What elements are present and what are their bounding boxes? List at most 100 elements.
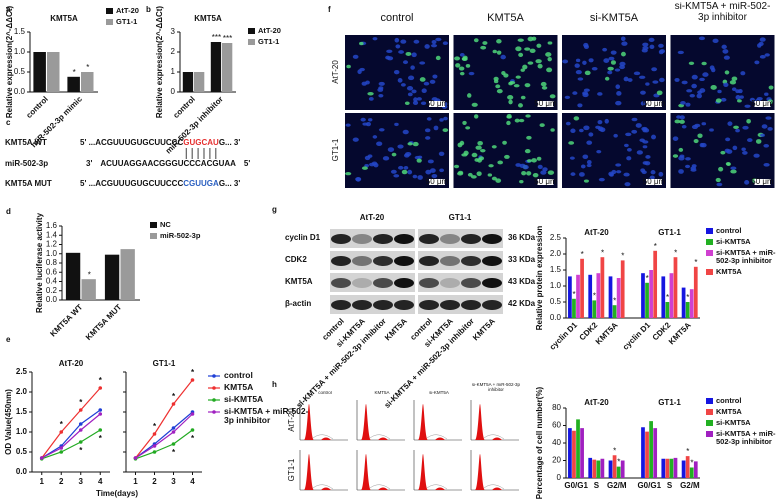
point xyxy=(59,430,64,434)
sequence-label: KMT5A MUT xyxy=(5,179,52,188)
nucleus xyxy=(537,63,543,69)
nucleus xyxy=(702,72,709,77)
nucleus xyxy=(631,117,638,122)
legend-swatch xyxy=(706,269,713,275)
band xyxy=(394,256,414,266)
legend-swatch xyxy=(706,250,713,256)
nucleus xyxy=(496,50,502,55)
nucleus xyxy=(442,41,449,46)
band xyxy=(440,234,460,244)
nucleus xyxy=(506,115,512,119)
nucleus xyxy=(564,95,571,100)
flow-peak xyxy=(435,437,445,440)
band xyxy=(352,300,372,310)
legend-swatch xyxy=(248,28,255,34)
column-label-box: si-KMT5A + miR-502-3p inhibitor xyxy=(675,2,771,22)
nucleus xyxy=(765,116,772,120)
bar xyxy=(194,72,205,92)
sequence: 5' ...ACGUUUGUGCUUCCCGUGCAUG... 3' xyxy=(80,138,240,147)
nucleus xyxy=(413,97,418,102)
significance: * xyxy=(153,422,157,431)
significance: * xyxy=(60,420,64,429)
significance: * xyxy=(172,392,176,401)
nucleus xyxy=(597,120,603,125)
nucleus xyxy=(731,76,738,81)
nucleus xyxy=(403,165,409,170)
legend-label-box: si-KMT5A + miR-502-3p inhibitor xyxy=(716,249,776,264)
nucleus xyxy=(476,171,482,177)
nucleus xyxy=(401,169,408,175)
nucleus xyxy=(651,134,657,140)
legend-marker xyxy=(212,398,216,402)
significance: * xyxy=(613,446,616,455)
y-tick-label: 0.0 xyxy=(46,295,58,304)
nucleus xyxy=(397,144,404,149)
flow-peak xyxy=(378,437,388,440)
y-tick-label: 0.2 xyxy=(46,286,58,295)
significance: * xyxy=(686,293,689,302)
nucleus xyxy=(496,39,502,44)
nucleus xyxy=(519,179,524,184)
column-label: si-KMT5A xyxy=(589,13,639,24)
nucleus xyxy=(465,64,471,68)
nucleus xyxy=(413,39,420,44)
band xyxy=(331,234,351,244)
nucleus xyxy=(393,174,400,178)
bar xyxy=(665,458,670,478)
band xyxy=(352,278,372,288)
nucleus xyxy=(355,177,361,182)
nucleus xyxy=(359,41,364,46)
bar xyxy=(222,43,233,92)
band xyxy=(461,300,481,310)
x-tick-label: control xyxy=(24,95,50,121)
nucleus xyxy=(352,54,359,59)
nucleus xyxy=(515,75,521,79)
size-label: 43 KDa xyxy=(508,277,536,286)
nucleus xyxy=(764,92,769,96)
nucleus xyxy=(471,152,478,158)
significance: * xyxy=(581,250,584,259)
legend-label-box: miR-502-3p xyxy=(160,232,200,239)
nucleus xyxy=(431,174,438,179)
nucleus xyxy=(701,122,707,126)
nucleus xyxy=(517,38,524,42)
nucleus xyxy=(738,89,743,94)
nucleus xyxy=(539,123,545,128)
nucleus xyxy=(497,160,504,165)
nucleus xyxy=(501,71,506,76)
nucleus xyxy=(732,145,738,151)
bar xyxy=(596,273,601,318)
legend-label-box: AtT-20 xyxy=(116,7,139,14)
nucleus xyxy=(643,128,650,133)
nucleus xyxy=(573,116,580,121)
nucleus xyxy=(410,65,415,70)
flow-column-label-box: KMT5A xyxy=(374,391,389,395)
significance: * xyxy=(617,458,620,467)
nucleus xyxy=(679,119,685,124)
nucleus xyxy=(412,174,418,179)
nucleus xyxy=(674,119,681,124)
nucleus xyxy=(404,101,410,105)
nucleus xyxy=(730,166,737,170)
point xyxy=(190,378,195,382)
flow-fit xyxy=(312,434,334,440)
band xyxy=(419,278,439,288)
legend-label: si-KMT5A xyxy=(224,395,264,404)
bar xyxy=(673,257,678,318)
nucleus xyxy=(642,42,649,47)
nucleus xyxy=(537,164,543,170)
nucleus xyxy=(608,56,615,61)
band xyxy=(394,300,414,310)
nucleus xyxy=(515,46,522,52)
nucleus xyxy=(522,64,528,70)
scale-bar-label: 50 μm xyxy=(643,99,666,108)
nucleus xyxy=(747,138,753,143)
nucleus xyxy=(547,41,553,45)
nucleus xyxy=(364,155,371,161)
legend-swatch xyxy=(706,239,713,245)
nucleus xyxy=(723,55,730,60)
nucleus xyxy=(608,171,614,177)
point xyxy=(152,450,157,454)
point xyxy=(152,444,157,448)
blot-group-label: GT1-1 xyxy=(449,213,472,222)
